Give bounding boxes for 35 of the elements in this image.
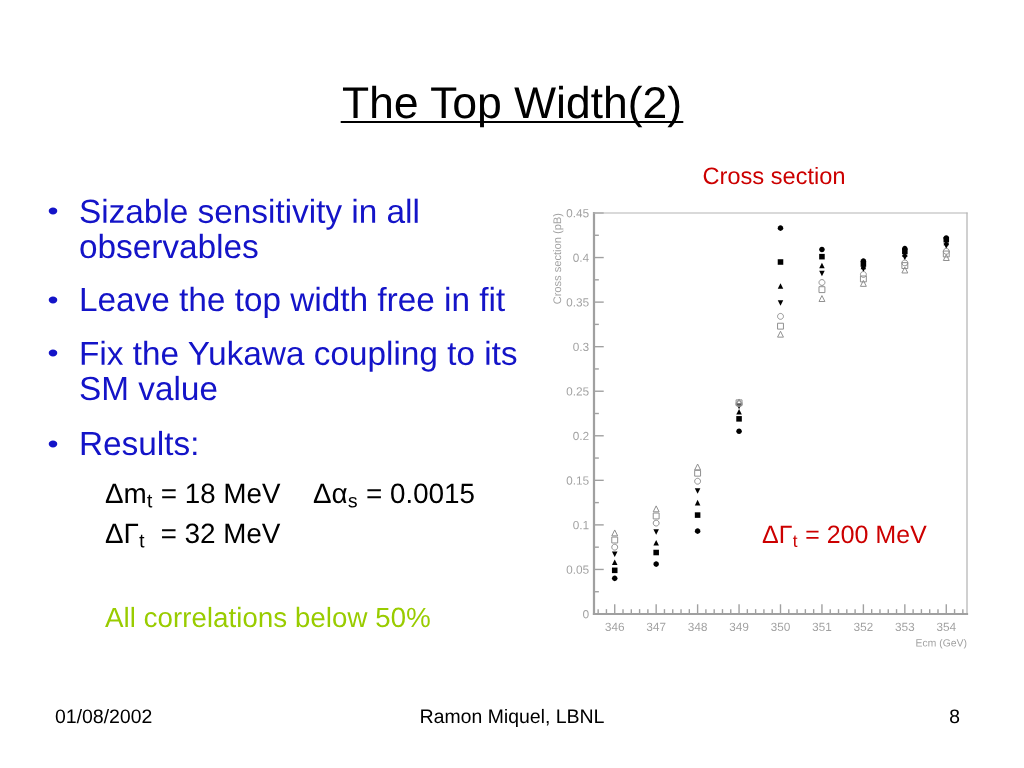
x-tick-label: 348	[688, 622, 707, 631]
y-tick-label: 0.4	[573, 253, 589, 262]
x-tick-label: 350	[771, 622, 790, 631]
text: Δm$_{t}$ = 18 MeV	[105, 483, 281, 508]
chart-subtitle: Cross section	[703, 166, 844, 185]
text: Sizable sensitivity in all observables	[80, 198, 418, 259]
text: All correlations below 50%	[105, 606, 430, 628]
x-axis-title: Ecm (GeV)	[916, 638, 967, 649]
text: Results:	[81, 430, 197, 456]
text: Ramon Miquel, LBNL	[421, 708, 604, 728]
y-tick-label: 0.05	[566, 565, 589, 574]
y-tick-label: 0.35	[566, 298, 589, 307]
x-tick-label: 352	[853, 622, 873, 631]
y-axis-title: Cross section (pB)	[553, 213, 564, 304]
y-tick-label: 0.3	[573, 342, 589, 352]
chart-title: The Top Width(2)	[342, 85, 680, 128]
text: 8	[950, 709, 960, 724]
text: ΔΓ$_{t}$ = 32 MeV	[105, 523, 281, 548]
y-tick-label: 0.1	[573, 520, 589, 530]
text: Leave the top width free in fit	[81, 286, 505, 318]
text: 01/08/2002	[55, 708, 152, 724]
y-tick-label: 0.25	[566, 387, 589, 396]
x-tick-label: 354	[936, 622, 956, 631]
y-tick-label: 0.15	[566, 476, 589, 485]
x-tick-label: 347	[646, 622, 666, 631]
text: Δα$_{s}$ = 0.0015	[313, 483, 474, 508]
annotation: ΔΓ$_{t}$ = 200 MeV	[762, 525, 927, 548]
x-tick-label: 346	[605, 622, 625, 631]
x-tick-label: 349	[729, 622, 749, 631]
y-tick-label: 0.45	[566, 209, 589, 218]
x-tick-label: 351	[812, 622, 832, 631]
y-tick-label: 0	[583, 610, 589, 619]
text: Fix the Yukawa coupling to its SM value	[80, 340, 517, 401]
y-tick-label: 0.2	[573, 431, 589, 441]
x-tick-label: 353	[895, 622, 915, 631]
